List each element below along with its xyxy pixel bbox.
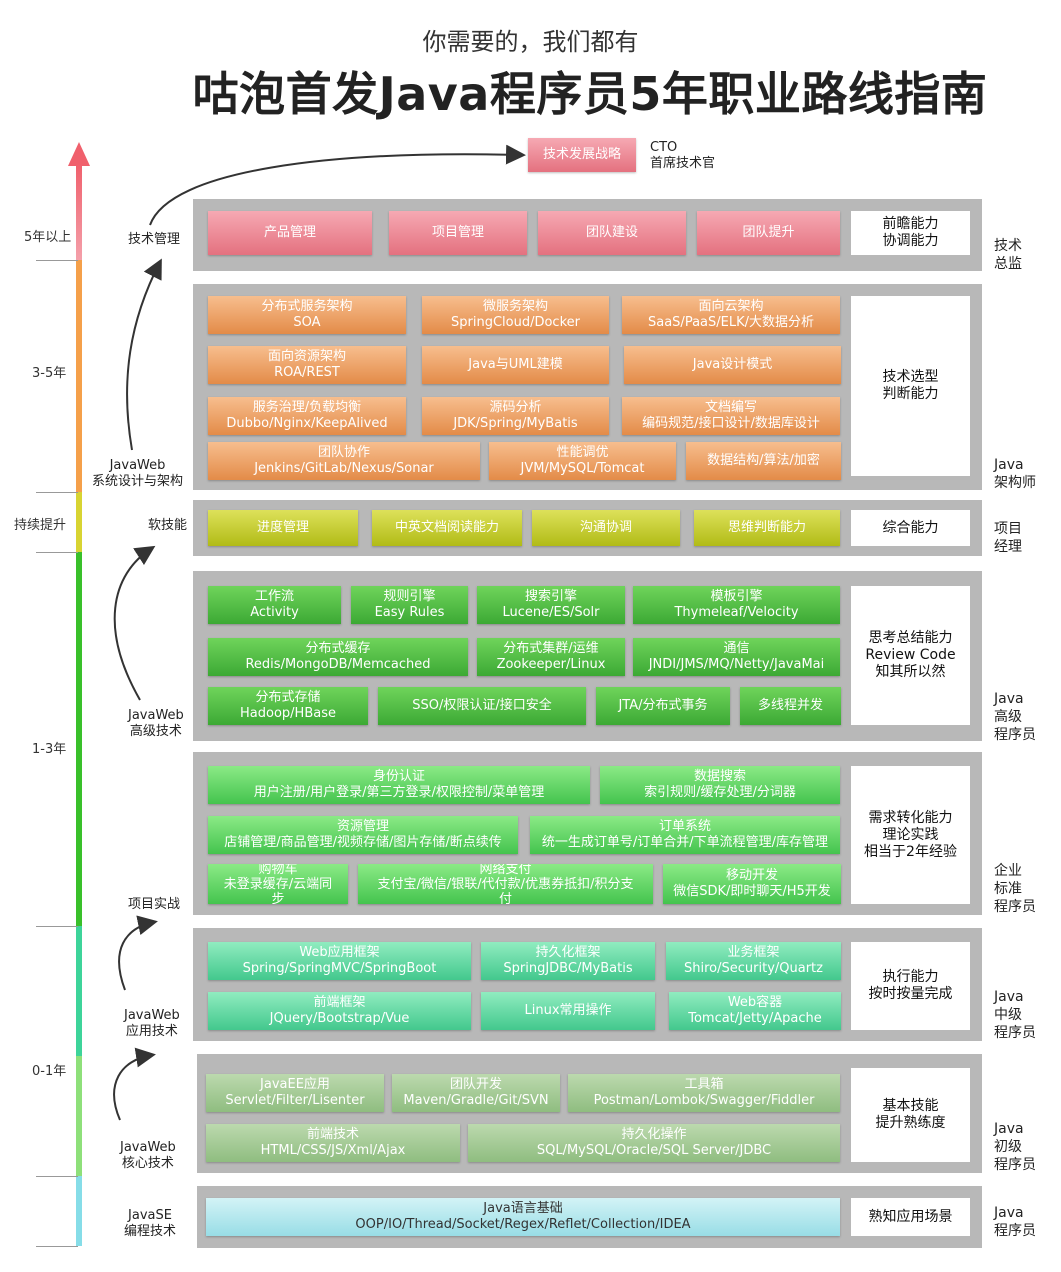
skill-governance: 服务治理/负载均衡 Dubbo/Nginx/KeepAlived <box>208 397 406 435</box>
stage-mgmt: 技术管理 <box>128 232 181 247</box>
ability-junior: 基本技能 提升熟练度 <box>851 1068 970 1162</box>
timeline-segment-continuous <box>76 492 82 552</box>
ability-senior: 思考总结能力 Review Code 知其所以然 <box>851 586 970 725</box>
skill-doc-reading: 中英文档阅读能力 <box>372 510 522 546</box>
skill-team-build: 团队建设 <box>538 211 686 255</box>
skill-source-analysis: 源码分析 JDK/Spring/MyBatis <box>422 397 609 435</box>
year-label-5plus: 5年以上 <box>24 230 72 245</box>
stage-proj: 项目实战 <box>128 897 181 912</box>
page-title: 咕泡首发Java程序员5年职业路线指南 <box>192 67 988 121</box>
stage-soft: 软技能 <box>148 518 188 533</box>
skill-rule-engine: 规则引擎 Easy Rules <box>351 586 468 624</box>
year-label-1-3: 1-3年 <box>32 742 67 757</box>
timeline-arrow-icon <box>68 142 90 166</box>
skill-soa: 分布式服务架构 SOA <box>208 296 406 334</box>
timeline-tick <box>36 260 78 261</box>
skill-dist-storage: 分布式存储 Hadoop/HBase <box>208 687 368 725</box>
skill-javaee: JavaEE应用 Servlet/Filter/Lisenter <box>206 1074 384 1112</box>
skill-sso: SSO/权限认证/接口安全 <box>378 687 586 725</box>
stage-se: JavaSE 编程技术 <box>124 1208 177 1239</box>
role-middle: Java 中级 程序员 <box>994 989 1036 1041</box>
skill-documentation: 文档编写 编码规范/接口设计/数据库设计 <box>622 397 840 435</box>
skill-search-engine: 搜索引擎 Lucene/ES/Solr <box>477 586 625 624</box>
ability-director: 前瞻能力 协调能力 <box>851 211 970 255</box>
year-label-continuous: 持续提升 <box>14 518 67 533</box>
skill-progress: 进度管理 <box>208 510 358 546</box>
subtitle: 你需要的，我们都有 <box>422 28 639 56</box>
timeline-tick <box>36 1176 78 1177</box>
skill-roa: 面向资源架构 ROA/REST <box>208 346 406 384</box>
skill-workflow: 工作流 Activity <box>208 586 341 624</box>
ability-entry: 熟知应用场景 <box>851 1198 970 1236</box>
stage-app: JavaWeb 应用技术 <box>124 1008 180 1039</box>
skill-dist-cluster: 分布式集群/运维 Zookeeper/Linux <box>477 638 625 676</box>
timeline-tick <box>36 552 78 553</box>
role-director: 技术 总监 <box>994 238 1022 272</box>
timeline-tick <box>36 492 78 493</box>
skill-jta: JTA/分布式事务 <box>596 687 730 725</box>
timeline-tick <box>36 1246 78 1247</box>
skill-multithread: 多线程并发 <box>740 687 841 725</box>
skill-template-engine: 模板引擎 Thymeleaf/Velocity <box>633 586 840 624</box>
timeline-tick <box>36 926 78 927</box>
skill-web-container: Web容器 Tomcat/Jetty/Apache <box>669 992 841 1030</box>
ability-architect: 技术选型 判断能力 <box>851 296 970 476</box>
skill-judgment: 思维判断能力 <box>694 510 840 546</box>
skill-team-improve: 团队提升 <box>697 211 840 255</box>
skill-persistence-ops: 持久化操作 SQL/MySQL/Oracle/SQL Server/JDBC <box>468 1124 840 1162</box>
skill-cart: 购物车 未登录缓存/云端同步 <box>208 864 348 904</box>
role-pm: 项目 经理 <box>994 521 1022 555</box>
skill-mobile: 移动开发 微信SDK/即时聊天/H5开发 <box>663 864 841 904</box>
skill-resource-mgmt: 资源管理 店铺管理/商品管理/视频存储/图片存储/断点续传 <box>208 816 518 854</box>
skill-frontend-framework: 前端框架 JQuery/Bootstrap/Vue <box>208 992 471 1030</box>
skill-project-mgmt: 项目管理 <box>389 211 527 255</box>
skill-product-mgmt: 产品管理 <box>208 211 372 255</box>
skill-data-search: 数据搜索 索引规则/缓存处理/分词器 <box>600 766 840 804</box>
skill-uml: Java与UML建模 <box>422 346 609 384</box>
skill-linux: Linux常用操作 <box>481 992 655 1030</box>
skill-payment: 网络支付 支付宝/微信/银联/代付款/优惠券抵扣/积分支付 <box>358 864 653 904</box>
stage-adv: JavaWeb 高级技术 <box>128 708 184 739</box>
skill-communication-protocols: 通信 JNDI/JMS/MQ/Netty/JavaMai <box>633 638 840 676</box>
skill-web-framework: Web应用框架 Spring/SpringMVC/SpringBoot <box>208 942 471 980</box>
skill-cloud: 面向云架构 SaaS/PaaS/ELK/大数据分析 <box>622 296 840 334</box>
skill-dist-cache: 分布式缓存 Redis/MongoDB/Memcached <box>208 638 468 676</box>
skill-data-struct: 数据结构/算法/加密 <box>686 442 841 480</box>
skill-order-system: 订单系统 统一生成订单号/订单合并/下单流程管理/库存管理 <box>530 816 840 854</box>
skill-team-dev: 团队开发 Maven/Gradle/Git/SVN <box>392 1074 560 1112</box>
role-senior: Java 高级 程序员 <box>994 691 1036 743</box>
skill-business-framework: 业务框架 Shiro/Security/Quartz <box>666 942 841 980</box>
skill-microservice: 微服务架构 SpringCloud/Docker <box>422 296 609 334</box>
timeline-segment-5plus <box>76 164 82 260</box>
timeline-segment-se <box>76 1176 82 1246</box>
role-junior: Java 初级 程序员 <box>994 1121 1036 1173</box>
role-entry: Java 程序员 <box>994 1205 1036 1239</box>
skill-perf-tuning: 性能调优 JVM/MySQL/Tomcat <box>489 442 676 480</box>
skill-identity: 身份认证 用户注册/用户登录/第三方登录/权限控制/菜单管理 <box>208 766 590 804</box>
skill-java-basics: Java语言基础 OOP/IO/Thread/Socket/Regex/Refle… <box>206 1198 840 1236</box>
skill-frontend: 前端技术 HTML/CSS/JS/Xml/Ajax <box>206 1124 460 1162</box>
timeline-segment-0-1b <box>76 1056 82 1176</box>
skill-team-collab: 团队协作 Jenkins/GitLab/Nexus/Sonar <box>208 442 480 480</box>
ability-middle: 执行能力 按时按量完成 <box>851 942 970 1030</box>
role-enterprise: 企业 标准 程序员 <box>994 863 1036 915</box>
skill-communication: 沟通协调 <box>532 510 680 546</box>
cto-label: CTO 首席技术官 <box>650 140 716 171</box>
strategy-box: 技术发展战略 <box>528 138 636 172</box>
timeline-segment-0-1a <box>76 926 82 1056</box>
stage-arch: JavaWeb 系统设计与架构 <box>92 458 184 489</box>
skill-design-pattern: Java设计模式 <box>624 346 841 384</box>
role-architect: Java 架构师 <box>994 457 1036 491</box>
ability-pm: 综合能力 <box>851 510 970 546</box>
stage-core: JavaWeb 核心技术 <box>120 1140 176 1171</box>
ability-enterprise: 需求转化能力 理论实践 相当于2年经验 <box>851 766 970 904</box>
timeline-segment-1-3 <box>76 552 82 926</box>
timeline-segment-3-5 <box>76 260 82 492</box>
year-label-0-1: 0-1年 <box>32 1064 67 1079</box>
year-label-3-5: 3-5年 <box>32 366 67 381</box>
skill-persistence-framework: 持久化框架 SpringJDBC/MyBatis <box>481 942 655 980</box>
skill-toolbox: 工具箱 Postman/Lombok/Swagger/Fiddler <box>568 1074 840 1112</box>
